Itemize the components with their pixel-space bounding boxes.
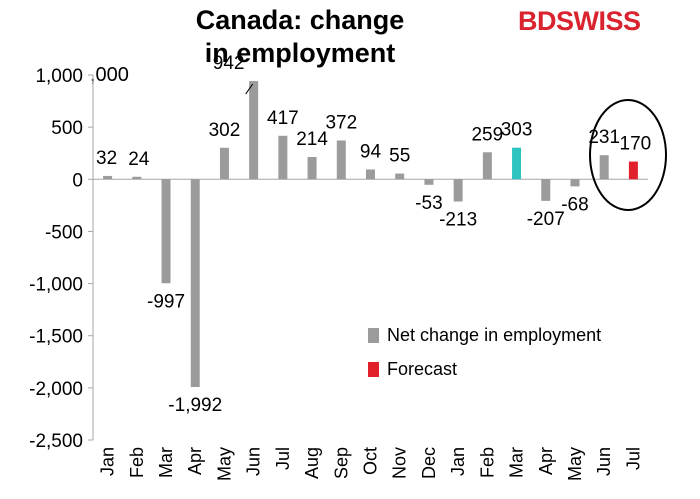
data-label: 24 — [128, 149, 150, 170]
bar — [512, 147, 522, 180]
x-tick-label: Jun — [244, 447, 264, 476]
bar — [249, 81, 259, 180]
x-tick-label: Mar — [156, 447, 176, 478]
data-label: -213 — [439, 209, 477, 230]
legend-item-net-change: Net change in employment — [368, 318, 601, 352]
x-tick-label: Feb — [127, 447, 147, 478]
x-tick-label: Aug — [302, 447, 322, 479]
bar — [482, 152, 492, 180]
bar — [453, 179, 463, 202]
legend: Net change in employment Forecast — [368, 318, 601, 386]
x-tick-label: Jun — [594, 447, 614, 476]
y-tick-label: -2,000 — [29, 379, 83, 400]
y-tick-label: -500 — [45, 222, 83, 243]
data-label: 303 — [501, 120, 533, 141]
data-label: 942 — [213, 53, 245, 74]
data-label: 417 — [267, 108, 299, 129]
x-tick-label: Jan — [98, 447, 118, 476]
x-tick-label: Jul — [273, 447, 293, 470]
label-leader-line — [245, 83, 254, 95]
x-tick-label: May — [565, 447, 585, 481]
data-label: 170 — [620, 134, 652, 155]
unit-label: ,000 — [90, 64, 129, 86]
data-label: -997 — [147, 291, 185, 312]
y-tick-label: -1,500 — [29, 327, 83, 348]
data-label: 55 — [389, 146, 410, 167]
x-tick-label: Apr — [185, 447, 205, 475]
bar — [628, 161, 638, 180]
x-tick-label: Oct — [361, 447, 381, 475]
bar — [366, 169, 375, 180]
x-tick-label: Apr — [536, 447, 556, 475]
data-label: -68 — [561, 194, 588, 215]
bar — [219, 147, 229, 180]
x-tick-label: Mar — [507, 447, 527, 478]
bdswiss-logo: BDSWISS — [518, 6, 641, 37]
chart-title: Canada: change in employment — [150, 4, 450, 70]
x-tick-label: Jul — [623, 447, 643, 470]
y-tick-label: -1,000 — [29, 275, 83, 296]
data-label: 94 — [360, 141, 382, 162]
legend-label-forecast: Forecast — [387, 358, 458, 379]
x-tick-label: Sep — [331, 447, 351, 479]
bar — [190, 179, 200, 388]
data-label: -207 — [527, 209, 565, 230]
bar — [278, 135, 288, 180]
legend-swatch-net-change — [368, 327, 379, 343]
y-tick-label: 0 — [72, 170, 83, 191]
bar — [103, 175, 113, 180]
bar — [132, 176, 142, 180]
y-tick-label: 500 — [51, 118, 83, 139]
x-tick-label: Jan — [448, 447, 468, 476]
data-label: 372 — [325, 112, 357, 133]
legend-swatch-forecast — [368, 361, 379, 377]
chart-title-line1: Canada: change — [195, 5, 405, 35]
bar — [570, 179, 580, 187]
bar — [336, 140, 346, 180]
x-tick-label: May — [214, 447, 234, 481]
bar — [307, 156, 317, 180]
logo-part2: SWISS — [556, 6, 641, 36]
chart-title-line2: in employment — [204, 38, 396, 68]
x-tick-label: Dec — [419, 447, 439, 479]
legend-item-forecast: Forecast — [368, 352, 601, 386]
data-label: 302 — [209, 120, 241, 141]
bar — [395, 173, 405, 180]
bar — [541, 179, 551, 201]
bar — [161, 179, 171, 284]
y-tick-label: 1,000 — [35, 66, 83, 87]
logo-part1: BD — [518, 6, 557, 36]
x-tick-label: Feb — [477, 447, 497, 478]
data-label: 214 — [296, 129, 328, 150]
data-label: 231 — [588, 127, 620, 148]
y-tick-label: -2,500 — [29, 431, 83, 452]
bar — [424, 179, 434, 185]
data-label: -1,992 — [168, 395, 222, 416]
legend-label-net-change: Net change in employment — [387, 324, 602, 345]
data-label: 32 — [96, 148, 117, 169]
data-label: -53 — [415, 193, 442, 214]
x-tick-label: Nov — [390, 447, 410, 479]
data-label: 259 — [471, 124, 503, 145]
bar — [599, 155, 609, 180]
